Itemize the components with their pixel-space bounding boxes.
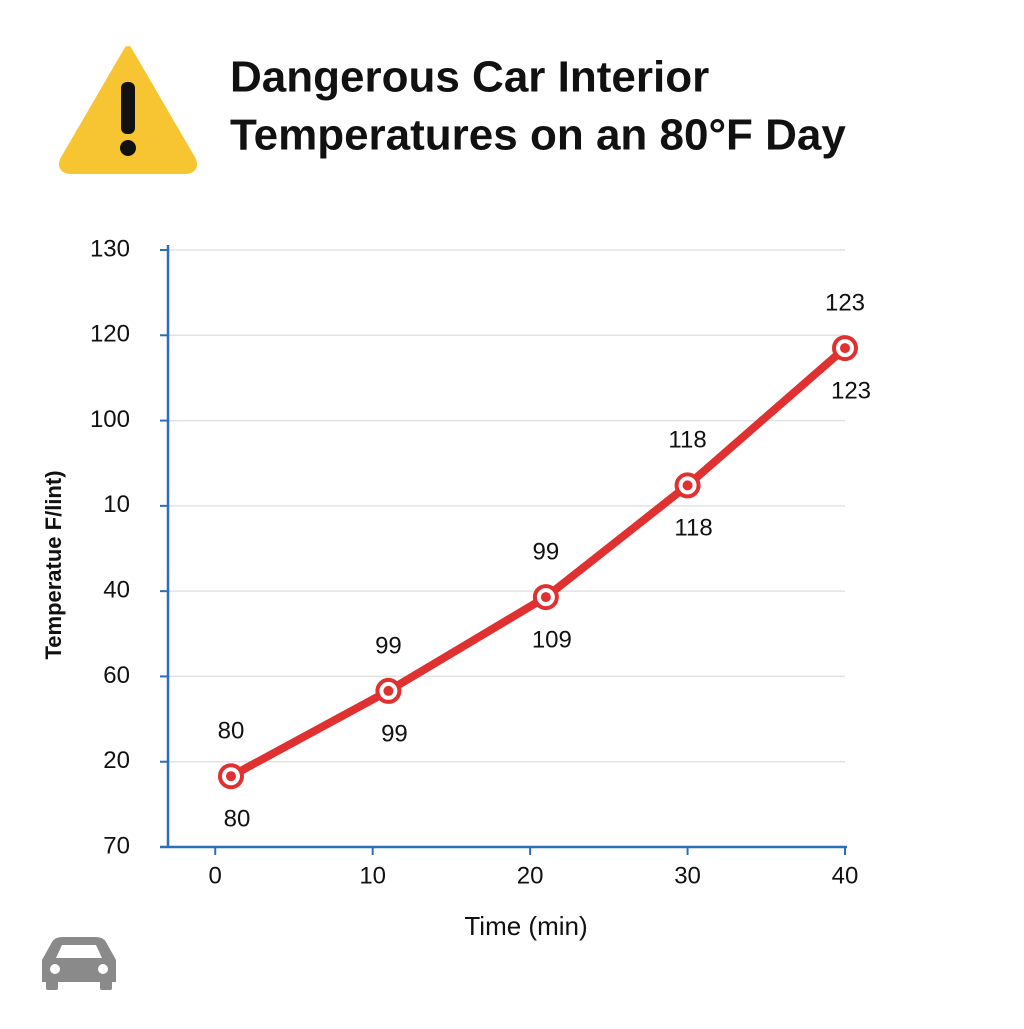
x-tick-label: 40 — [832, 862, 859, 889]
data-label: 80 — [218, 718, 245, 745]
data-label: 99 — [381, 720, 408, 747]
data-label: 123 — [831, 377, 871, 404]
chart-title: Dangerous Car Interior — [230, 53, 709, 102]
y-axis-label: Temperatue F/lint) — [41, 470, 66, 659]
y-tick-label: 120 — [90, 321, 130, 348]
data-label: 118 — [668, 427, 706, 454]
x-axis-label: Time (min) — [464, 911, 587, 941]
y-tick-label: 100 — [90, 406, 130, 433]
car-icon — [42, 937, 116, 990]
y-tick-label: 10 — [103, 491, 130, 518]
data-label: 99 — [375, 632, 402, 659]
x-tick-label: 10 — [359, 862, 386, 889]
data-label: 80 — [224, 806, 251, 833]
x-tick-label: 30 — [674, 862, 701, 889]
y-tick-label: 60 — [103, 662, 130, 689]
data-point-center — [383, 685, 394, 696]
data-label: 123 — [825, 289, 865, 316]
y-tick-label: 70 — [103, 832, 130, 859]
data-label: 99 — [533, 538, 560, 565]
data-point-center — [225, 771, 236, 782]
data-point-center — [682, 480, 693, 491]
chart-title: Temperatures on an 80°F Day — [230, 111, 846, 160]
data-label: 118 — [674, 515, 712, 542]
warning-icon — [59, 46, 197, 174]
data-point-center — [840, 343, 850, 354]
y-tick-label: 20 — [103, 747, 130, 774]
data-label: 109 — [532, 626, 572, 653]
y-tick-label: 130 — [90, 235, 130, 262]
x-tick-label: 0 — [209, 862, 222, 889]
y-tick-label: 40 — [103, 576, 130, 603]
x-tick-label: 20 — [517, 862, 544, 889]
data-point-center — [540, 592, 551, 603]
